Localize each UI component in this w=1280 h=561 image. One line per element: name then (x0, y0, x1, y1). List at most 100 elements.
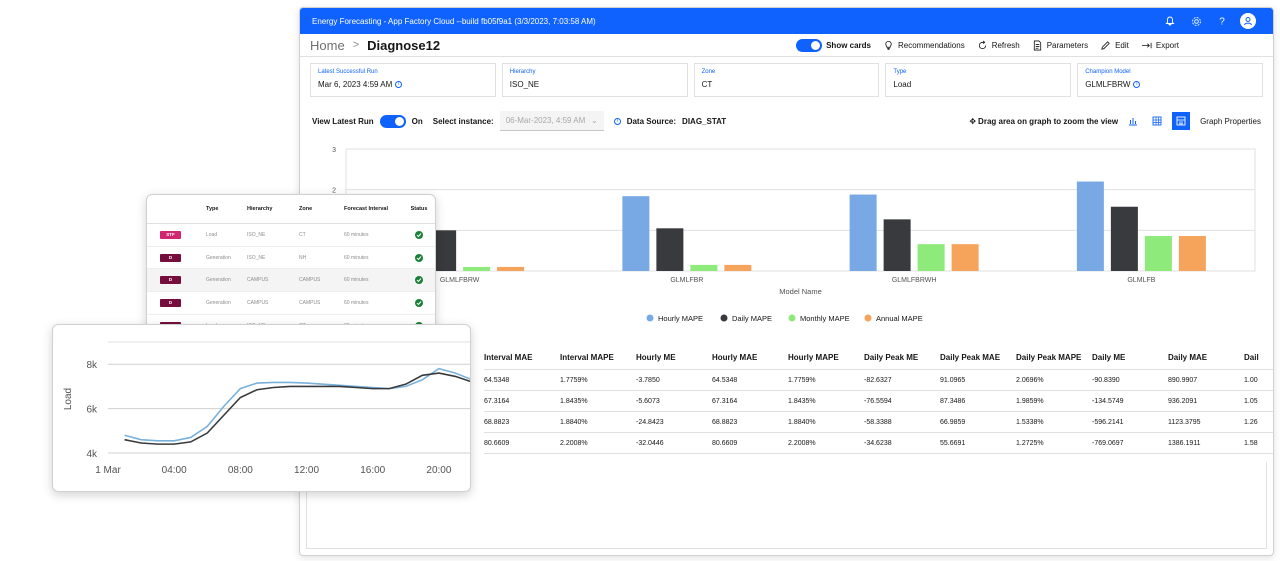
table-cell: 2.2008% (788, 439, 816, 447)
column-header[interactable]: Hourly MAPE (788, 353, 839, 362)
table-cell: 1.7759% (788, 376, 816, 384)
info-icon[interactable]: i (613, 117, 621, 125)
status-cell (409, 298, 429, 307)
bar (622, 196, 650, 271)
column-header[interactable]: Daily Peak ME (864, 353, 919, 362)
table-cell: -82.6327 (864, 376, 892, 384)
column-header[interactable]: Hourly ME (636, 353, 676, 362)
bar (1178, 236, 1206, 271)
bar (724, 264, 752, 271)
instance-type: Generation (206, 299, 231, 306)
column-header[interactable]: Daily MAE (1168, 353, 1208, 362)
x-tick-label: GLMLFBR (670, 277, 703, 284)
bar (883, 219, 911, 271)
metrics-table-header: Interval MAE Interval MAPE Hourly ME Hourly… (484, 346, 1273, 370)
instance-row[interactable]: STF Load ISO_NE CT 60 minutes (147, 224, 435, 247)
chart-table-icon (1176, 116, 1186, 126)
title-bar: Energy Forecasting - App Factory Cloud -… (300, 8, 1273, 34)
select-instance-label: Select instance: (432, 116, 494, 126)
card-type: Type Load (885, 63, 1072, 97)
combined-view-button[interactable] (1172, 112, 1191, 130)
toolbar-divider (300, 56, 1273, 57)
toggle-switch[interactable] (796, 38, 823, 52)
instance-tag: D (160, 276, 181, 285)
card-value: Load (893, 80, 912, 89)
instance-hierarchy: ISO_NE (247, 254, 266, 261)
show-cards-toggle[interactable]: Show cards (796, 38, 871, 52)
col-zone: Zone (299, 206, 313, 212)
table-view-button[interactable] (1148, 112, 1166, 130)
table-cell: 80.6609 (712, 439, 738, 447)
table-cell: 1.58 (1244, 439, 1258, 447)
gear-icon[interactable] (1183, 16, 1209, 27)
x-tick-label: GLMLFBRWH (892, 277, 937, 284)
table-cell: 64.5348 (712, 376, 738, 384)
help-icon[interactable]: ? (1209, 16, 1235, 27)
card-champion-model: Champion Model GLMLFBRW i (1077, 63, 1263, 97)
table-cell: -596.2141 (1092, 418, 1124, 426)
table-cell: 936.2091 (1168, 397, 1198, 405)
instance-row[interactable]: D Generation CAMPUS CAMPUS 60 minutes (147, 269, 435, 293)
card-label: Zone (701, 69, 716, 75)
table-row[interactable]: 67.3164 1.8435% -5.6073 67.3164 1.8435% -76.5… (484, 391, 1273, 412)
export-button[interactable]: Export (1141, 40, 1179, 51)
table-cell: 1.00 (1244, 376, 1258, 384)
table-cell: 80.6609 (484, 439, 510, 447)
user-avatar[interactable] (1235, 13, 1261, 29)
refresh-icon (978, 40, 986, 49)
bar-chart-view-button[interactable] (1124, 112, 1142, 130)
table-cell: -134.5749 (1092, 397, 1124, 405)
metrics-table: Interval MAE Interval MAPE Hourly ME Hourly… (484, 346, 1273, 454)
view-latest-run-toggle[interactable] (379, 114, 406, 128)
col-status: Status (410, 206, 428, 212)
table-cell: -3.7850 (636, 376, 660, 384)
edit-button[interactable]: Edit (1100, 40, 1129, 51)
instance-interval: 60 minutes (344, 231, 369, 238)
refresh-button[interactable]: Refresh (977, 40, 1020, 51)
table-cell: 91.0965 (940, 376, 966, 384)
card-latest-run: Latest Successful Run Mar 6, 2023 4:59 A… (310, 63, 496, 97)
breadcrumb-home[interactable]: Home (310, 37, 345, 53)
breadcrumb: Home > Diagnose12 (310, 38, 796, 53)
column-header[interactable]: Daily Peak MAE (940, 353, 1001, 362)
instance-tag: STF (160, 230, 181, 239)
column-header[interactable]: Dail (1244, 353, 1259, 362)
info-icon[interactable]: i (395, 81, 403, 88)
table-row[interactable]: 68.8823 1.8840% -24.8423 68.8823 1.8840% -58.… (484, 412, 1273, 433)
legend-swatch (788, 314, 796, 322)
y-axis-title: Load (63, 388, 74, 410)
column-header[interactable]: Daily Peak MAPE (1016, 353, 1082, 362)
checkmark-icon (415, 253, 423, 262)
table-cell: 67.3164 (484, 397, 510, 405)
status-cell (409, 253, 429, 262)
bell-icon[interactable] (1157, 16, 1183, 26)
x-tick-label: GLMLFB (1127, 277, 1155, 284)
refresh-label: Refresh (991, 40, 1020, 50)
instance-row[interactable]: D Generation ISO_NE NH 60 minutes (147, 247, 435, 270)
column-header[interactable]: Interval MAE (484, 353, 533, 362)
recommendations-button[interactable]: Recommendations (883, 40, 965, 51)
panel-border-right (1266, 462, 1267, 549)
parameters-button[interactable]: Parameters (1032, 40, 1088, 51)
data-source-label: Data Source: (626, 116, 677, 126)
y-tick-label: 2 (332, 188, 336, 195)
table-row[interactable]: 80.6609 2.2008% -32.0446 80.6609 2.2008% -34.… (484, 433, 1273, 454)
card-zone: Zone CT (693, 63, 880, 97)
parameters-label: Parameters (1046, 40, 1089, 50)
instance-row[interactable]: D Generation CAMPUS CAMPUS 60 minutes (147, 292, 435, 315)
status-cell (409, 276, 429, 285)
column-header[interactable]: Hourly MAE (712, 353, 758, 362)
column-header[interactable]: Daily ME (1092, 353, 1126, 362)
table-row[interactable]: 64.5348 1.7759% -3.7850 64.5348 1.7759% -82.6… (484, 370, 1273, 391)
instance-select[interactable]: 06-Mar-2023, 4:59 AM ⌄ (499, 111, 604, 131)
info-icon[interactable]: i (1133, 81, 1141, 88)
model-mape-bar-chart: 3 2 GLMLFBRW GLMLFBR GLMLFBRWH GLMLFB Model Na… (332, 147, 1256, 323)
col-type: Type (206, 206, 219, 212)
instance-select-value: 06-Mar-2023, 4:59 AM (505, 116, 586, 125)
column-header[interactable]: Interval MAPE (560, 353, 614, 362)
table-cell: 1.05 (1244, 397, 1258, 405)
y-tick-label: 4k (86, 449, 98, 460)
graph-properties-button[interactable]: Graph Properties (1200, 116, 1261, 126)
instance-hierarchy: CAMPUS (247, 299, 269, 306)
panel-border-bottom (306, 548, 1267, 549)
